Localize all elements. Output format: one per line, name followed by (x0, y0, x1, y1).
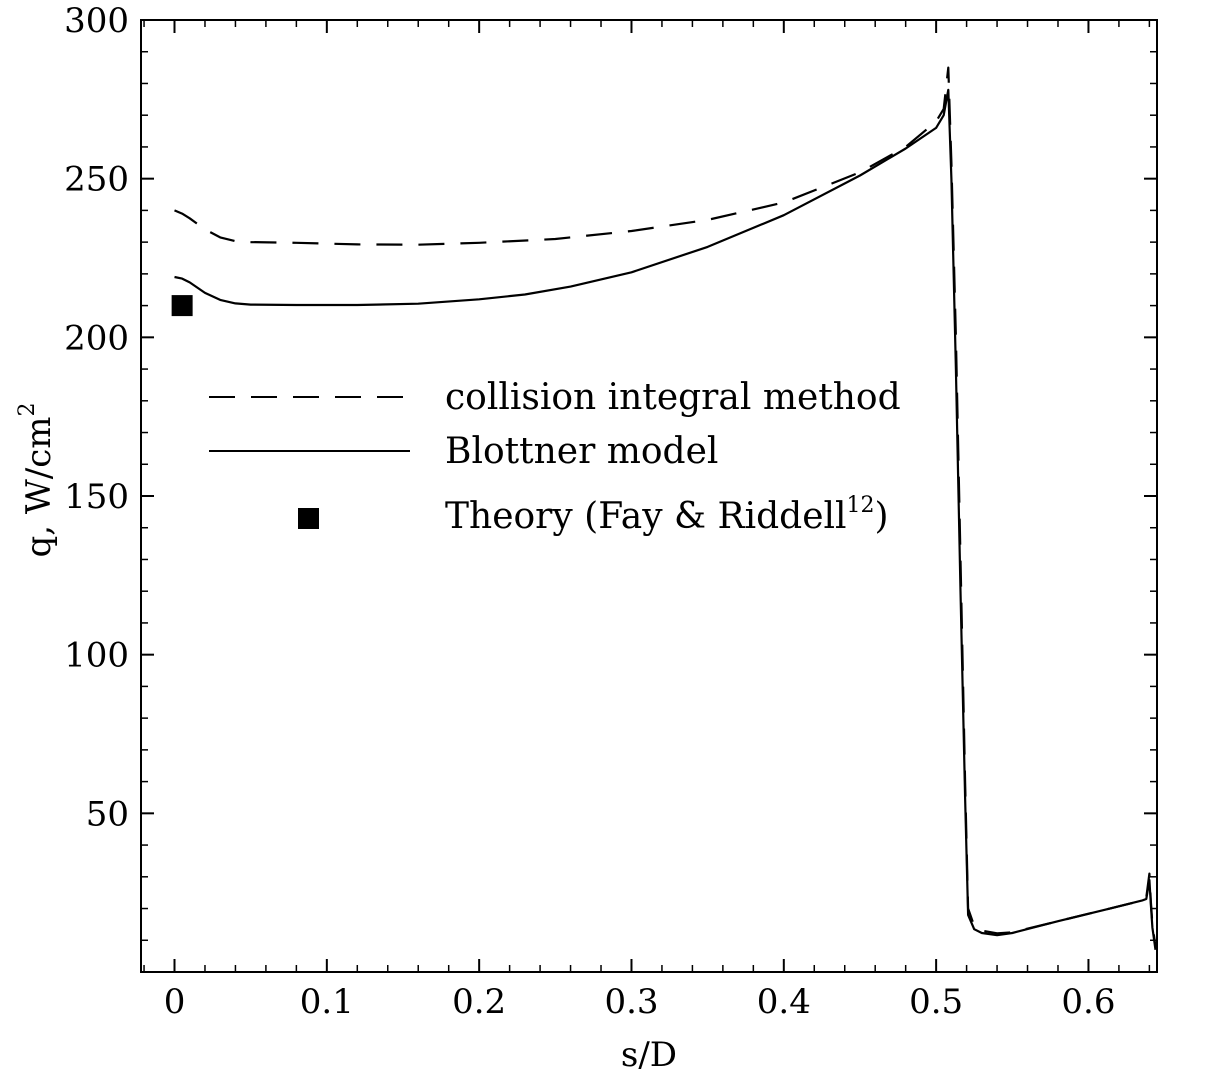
y-tick-label: 100 (64, 636, 129, 676)
series-line-collision-integral (174, 66, 1157, 947)
y-tick-label: 50 (86, 794, 129, 834)
x-tick-label: 0 (164, 982, 186, 1022)
y-axis-label: q, W/cm2 (15, 402, 59, 557)
y-axis-label-sup: 2 (15, 402, 40, 416)
legend-label-theory-suffix: ) (875, 496, 889, 537)
legend-label-blottner: Blottner model (445, 431, 718, 472)
legend-label-theory: Theory (Fay & Riddell12) (445, 493, 889, 537)
x-ticks: 0 0.1 0.2 0.3 0.4 0.5 0.6 (164, 20, 1115, 1022)
y-tick-label: 200 (64, 318, 129, 358)
x-tick-label: 0.6 (1061, 982, 1115, 1022)
legend-marker-square (298, 508, 319, 529)
series-line-blottner (174, 88, 1157, 950)
series-layer (171, 66, 1157, 950)
x-tick-label: 0.2 (452, 982, 506, 1022)
legend: collision integral method Blottner model… (209, 377, 901, 537)
theory-marker (171, 295, 193, 317)
y-tick-label: 250 (64, 160, 129, 200)
legend-label-theory-sup: 12 (847, 493, 875, 518)
x-tick-label: 0.5 (909, 982, 963, 1022)
y-tick-label: 150 (64, 477, 129, 517)
legend-label-collision: collision integral method (445, 377, 901, 418)
x-tick-label: 0.4 (757, 982, 811, 1022)
x-axis-label: s/D (621, 1035, 677, 1075)
y-ticks: 50 100 150 200 250 300 (64, 1, 1157, 834)
y-tick-label: 300 (64, 1, 129, 41)
minor-ticks (141, 20, 1157, 972)
y-axis-label-main: q, W/cm (19, 416, 59, 557)
x-tick-label: 0.1 (300, 982, 354, 1022)
x-tick-label: 0.3 (604, 982, 658, 1022)
legend-label-theory-main: Theory (Fay & Riddell (445, 496, 847, 537)
